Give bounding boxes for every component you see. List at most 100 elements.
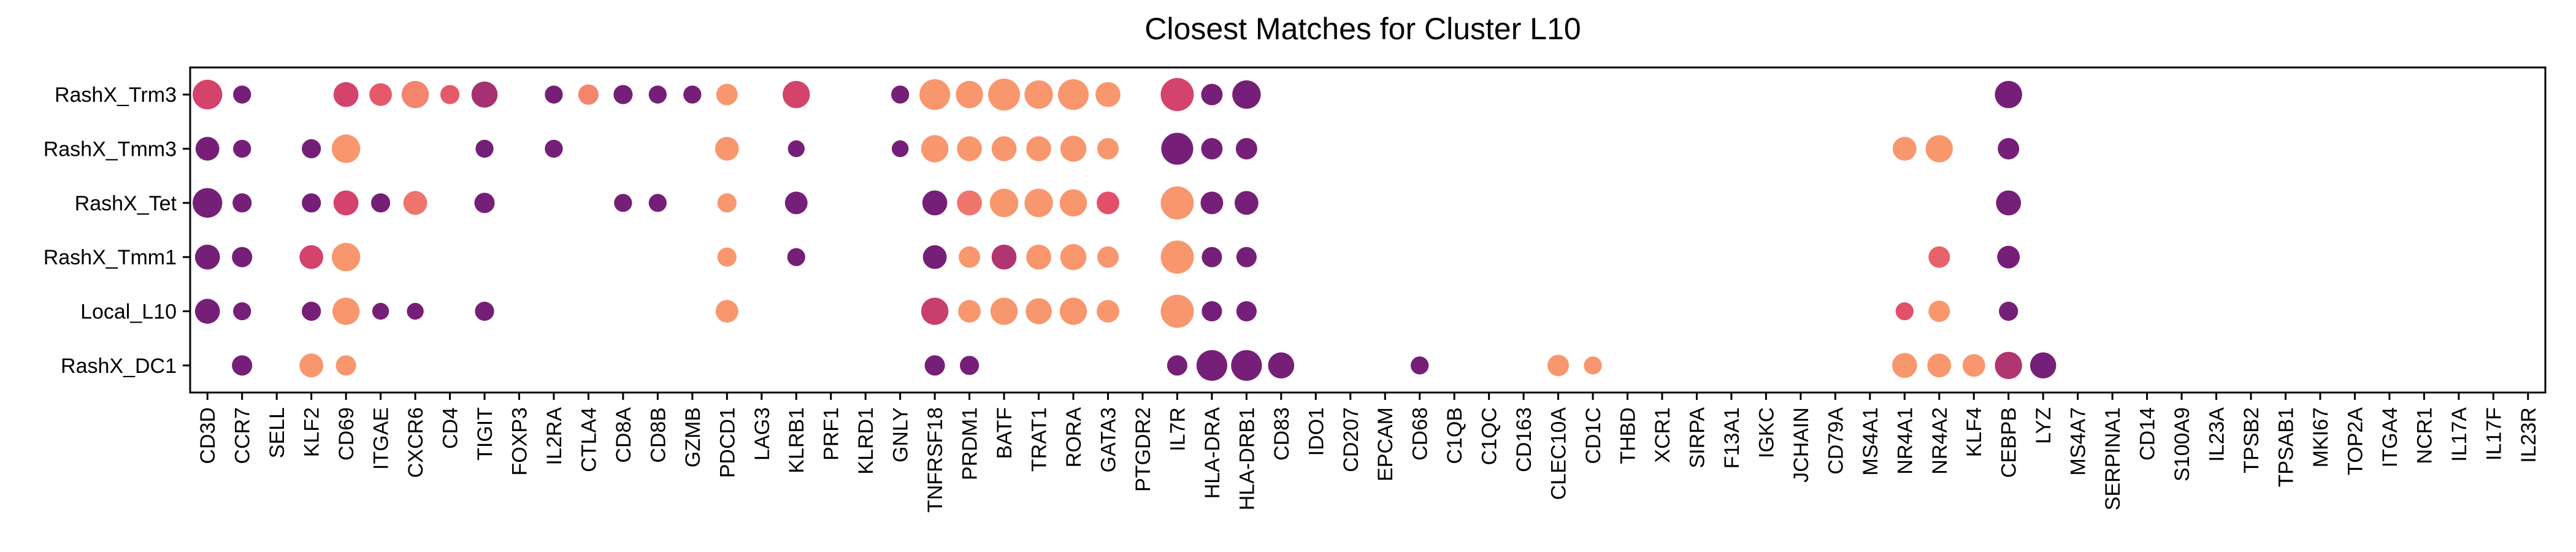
dot-RashX_Tmm3-IL7R	[1161, 132, 1194, 165]
x-tick-label: TPSB2	[2240, 407, 2263, 473]
dot-RashX_Tet-KLRB1	[784, 191, 808, 215]
dot-RashX_Tet-CD69	[333, 190, 359, 216]
dot-RashX_Trm3-ITGAE	[369, 83, 393, 106]
dot-RashX_Tmm3-HLA-DRA	[1201, 138, 1223, 159]
dot-Local_L10-TNFRSF18	[921, 297, 949, 325]
x-tick-label: SIRPA	[1685, 407, 1709, 469]
dot-RashX_Trm3-TNFRSF18	[919, 79, 951, 110]
dot-RashX_Trm3-GATA3	[1095, 82, 1121, 107]
dot-Local_L10-CD69	[332, 297, 360, 325]
x-tick-label: GZMB	[681, 407, 705, 467]
x-tick-label: C1QC	[1478, 407, 1501, 465]
x-tick-label: CTLA4	[577, 407, 600, 472]
dot-RashX_Tet-CD8A	[614, 194, 632, 212]
x-tick-label: CD4	[439, 407, 462, 449]
dot-RashX_Tet-RORA	[1059, 189, 1087, 217]
dot-RashX_Tmm3-CCR7	[233, 139, 251, 158]
x-tick-label: KLRD1	[854, 407, 878, 475]
x-tick-label: KLF2	[301, 407, 324, 457]
x-tick-label: ITGAE	[370, 407, 393, 470]
dot-RashX_Trm3-TIGIT	[471, 81, 498, 108]
dot-RashX_DC1-CCR7	[232, 355, 253, 376]
dot-Local_L10-CD3D	[194, 299, 220, 324]
dot-RashX_Tmm3-IL2RA	[545, 139, 563, 158]
x-tick-label: PDCD1	[716, 407, 739, 478]
dot-RashX_DC1-HLA-DRB1	[1231, 350, 1262, 381]
dot-RashX_Tmm1-NR4A2	[1928, 246, 1950, 268]
dot-RashX_Trm3-GNLY	[891, 85, 910, 104]
x-tick-label: CD69	[335, 407, 358, 461]
dot-RashX_Tmm1-HLA-DRB1	[1236, 247, 1257, 267]
dot-Local_L10-CXCR6	[407, 302, 424, 320]
x-tick-label: ITGA4	[2379, 407, 2402, 467]
x-tick-label: C1QB	[1443, 407, 1466, 464]
dot-RashX_Trm3-CD69	[333, 82, 359, 107]
x-tick-label: TOP2A	[2344, 407, 2367, 475]
x-tick-label: CEBPB	[1998, 407, 2021, 478]
dot-RashX_Tmm3-CD69	[331, 134, 361, 163]
dot-RashX_Trm3-PDCD1	[716, 83, 738, 105]
dot-RashX_Tet-TIGIT	[474, 193, 495, 213]
x-tick-label: RORA	[1062, 407, 1086, 468]
dot-RashX_Tet-ITGAE	[370, 193, 391, 213]
dot-Local_L10-PRDM1	[958, 300, 981, 323]
dot-RashX_Trm3-IL2RA	[545, 85, 563, 104]
x-tick-label: NCR1	[2413, 407, 2436, 464]
x-tick-label: PTGDR2	[1132, 407, 1155, 492]
dot-RashX_DC1-CLEC10A	[1547, 355, 1570, 377]
x-tick-label: NR4A2	[1928, 407, 1952, 475]
x-tick-label: TRAT1	[1028, 407, 1051, 472]
y-tick-label: RashX_Tet	[75, 192, 177, 215]
dot-RashX_Trm3-CD3D	[193, 80, 223, 110]
dot-Local_L10-NR4A1	[1895, 302, 1914, 321]
dot-Local_L10-TIGIT	[475, 301, 494, 321]
x-tick-label: F13A1	[1720, 407, 1744, 469]
x-tick-label: IL17F	[2482, 407, 2505, 461]
dot-RashX_Trm3-PRDM1	[956, 80, 983, 109]
x-tick-label: MKI67	[2309, 407, 2333, 467]
dot-RashX_Tmm3-GATA3	[1097, 138, 1119, 159]
x-tick-label: CD207	[1340, 407, 1363, 472]
dot-RashX_Tmm3-TNFRSF18	[921, 135, 949, 163]
y-tick-label: Local_L10	[80, 301, 177, 324]
dot-Local_L10-BATF	[990, 297, 1018, 325]
x-tick-label: IDO1	[1305, 407, 1328, 456]
y-tick-label: RashX_DC1	[61, 355, 177, 378]
dot-RashX_Tmm1-CD3D	[194, 244, 220, 270]
dot-RashX_Tmm1-KLRB1	[787, 248, 805, 266]
dot-RashX_Tet-TNFRSF18	[922, 190, 948, 216]
dot-RashX_DC1-CD1C	[1584, 356, 1602, 375]
dot-RashX_Tmm3-PDCD1	[715, 137, 739, 161]
x-tick-label: CD3D	[196, 407, 220, 464]
dot-RashX_Trm3-RORA	[1057, 79, 1089, 110]
x-tick-label: HLA-DRB1	[1235, 407, 1259, 510]
x-tick-label: CXCR6	[404, 407, 427, 478]
x-tick-label: PRDM1	[959, 407, 982, 480]
dot-RashX_DC1-NR4A1	[1892, 353, 1917, 378]
dot-RashX_Tmm3-NR4A1	[1892, 137, 1917, 161]
dot-Local_L10-HLA-DRB1	[1236, 301, 1257, 322]
x-tick-label: TIGIT	[473, 407, 497, 461]
x-tick-label: SELL	[266, 407, 289, 458]
dot-RashX_Tet-BATF	[989, 188, 1019, 218]
dot-RashX_Tmm3-KLRB1	[788, 140, 805, 158]
dot-Local_L10-KLF2	[302, 301, 321, 321]
dot-RashX_Tmm3-PRDM1	[957, 136, 982, 161]
dot-RashX_Tet-CCR7	[232, 193, 252, 213]
dot-Local_L10-IL7R	[1160, 294, 1194, 328]
dot-RashX_DC1-CD83	[1268, 352, 1295, 379]
x-tick-label: LYZ	[2032, 407, 2055, 444]
x-tick-label: TPSAB1	[2274, 407, 2298, 487]
dot-RashX_Tet-GATA3	[1097, 191, 1119, 215]
dot-Local_L10-TRAT1	[1025, 298, 1052, 324]
x-tick-label: IL17A	[2448, 407, 2471, 462]
dot-Local_L10-CCR7	[233, 302, 251, 321]
dot-RashX_Tet-TRAT1	[1024, 188, 1053, 218]
dot-Local_L10-CEBPB	[1999, 301, 2018, 321]
dot-RashX_Tet-HLA-DRB1	[1234, 191, 1259, 215]
dot-Local_L10-RORA	[1059, 297, 1087, 325]
dot-RashX_Trm3-GZMB	[683, 85, 702, 104]
dot-RashX_DC1-CD68	[1411, 356, 1429, 375]
x-tick-label: NR4A1	[1893, 407, 1917, 475]
y-tick-label: RashX_Trm3	[55, 83, 177, 107]
